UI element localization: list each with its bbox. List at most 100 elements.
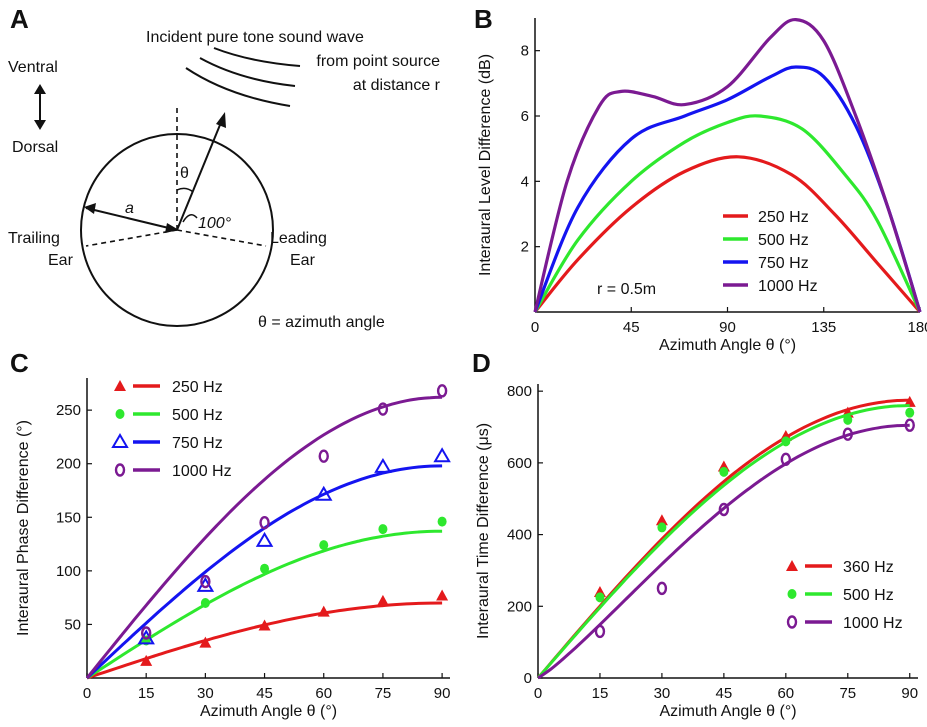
legend-marker — [111, 433, 129, 448]
data-point — [656, 581, 668, 596]
legend-marker — [115, 409, 125, 419]
radius-arrow-left-icon — [84, 203, 96, 214]
legend-marker — [114, 380, 126, 391]
y-tick-label: 100 — [56, 563, 81, 580]
fit-curve — [536, 398, 910, 679]
trailing-axis-dashed — [85, 229, 178, 247]
legend-label: 360 Hz — [843, 559, 894, 576]
x-tick-label: 75 — [375, 685, 392, 702]
radius-label: a — [125, 200, 134, 217]
chart-ild: 0 45 90 135 180 2 4 6 8 Azimuth Angle θ (°) Intera… — [477, 18, 927, 354]
x-tick-label: 45 — [623, 319, 640, 336]
leading-ear-label-2: Ear — [290, 252, 316, 269]
radius-line — [85, 207, 178, 231]
legend-marker — [787, 589, 797, 599]
data-point — [376, 594, 389, 606]
trailing-ear-label-2: Ear — [48, 252, 74, 269]
y-tick-label: 0 — [524, 670, 532, 687]
fit-curve — [536, 404, 910, 679]
y-tick-label: 6 — [521, 108, 529, 125]
legend-marker — [786, 615, 798, 629]
data-point — [655, 514, 668, 526]
data-point — [378, 524, 388, 535]
data-point — [780, 452, 792, 466]
x-tick-label: 45 — [256, 685, 273, 702]
chart-itd: 0 15 30 45 60 75 90 0 200 400 600 800 Azimuth Angle … — [475, 383, 918, 720]
data-point — [905, 407, 915, 418]
data-point — [843, 414, 853, 425]
wavefront-arc-3 — [185, 67, 291, 107]
y-tick-label: 2 — [521, 239, 529, 256]
panel-letter-a: A — [10, 4, 29, 34]
annotation-label: r = 0.5m — [597, 281, 656, 298]
legend-label: 500 Hz — [172, 407, 223, 424]
legend-label: 1000 Hz — [172, 463, 232, 480]
data-point — [433, 447, 451, 463]
data-point — [258, 619, 271, 631]
series-line — [533, 18, 922, 313]
data-point — [718, 502, 730, 517]
y-axis-title: Interaural Level Difference (dB) — [477, 54, 494, 276]
legend-marker — [114, 463, 126, 477]
x-tick-label: 15 — [592, 685, 609, 702]
legend-label: 750 Hz — [172, 435, 223, 452]
data-point — [140, 626, 152, 640]
legend-label: 1000 Hz — [843, 615, 903, 632]
y-tick-label: 200 — [507, 598, 532, 615]
data-point — [319, 540, 329, 551]
data-point — [781, 436, 791, 447]
data-point — [377, 402, 389, 416]
x-tick-label: 30 — [654, 685, 671, 702]
series-line — [533, 155, 922, 314]
fit-curve — [85, 395, 443, 679]
wave-label-line-2: from point source — [316, 53, 440, 70]
x-tick-label: 60 — [315, 685, 332, 702]
y-axis-title: Interaural Time Difference (μs) — [475, 423, 492, 639]
x-axis-title: Azimuth Angle θ (°) — [200, 703, 337, 720]
data-point — [437, 516, 447, 527]
legend-label: 500 Hz — [758, 232, 809, 249]
angle-label: 100° — [198, 215, 232, 232]
data-point — [200, 574, 211, 589]
y-tick-label: 50 — [64, 616, 81, 633]
data-point — [255, 531, 274, 547]
data-point — [140, 654, 153, 666]
data-point — [436, 384, 448, 398]
wave-label-line-3: at distance r — [353, 77, 441, 94]
x-tick-label: 90 — [719, 319, 736, 336]
data-point — [317, 605, 330, 617]
data-point — [260, 563, 270, 574]
angle-arc — [182, 214, 198, 223]
x-tick-label: 30 — [197, 685, 214, 702]
y-tick-label: 200 — [56, 456, 81, 473]
trailing-ear-label-1: Trailing — [8, 230, 60, 247]
data-point — [436, 589, 449, 601]
y-tick-label: 400 — [507, 527, 532, 544]
data-point — [374, 457, 392, 473]
chart-ipd: 0 15 30 45 60 75 90 50 100 150 200 250 Azimuth Angle… — [15, 378, 451, 720]
y-tick-label: 800 — [507, 383, 532, 400]
wavefront-arc-1 — [213, 47, 301, 67]
legend-label: 1000 Hz — [758, 278, 818, 295]
azimuth-caption: θ = azimuth angle — [258, 314, 385, 331]
legend-label: 500 Hz — [843, 587, 894, 604]
y-tick-label: 600 — [507, 455, 532, 472]
x-tick-label: 0 — [534, 685, 542, 702]
data-point — [318, 449, 329, 463]
data-point — [200, 598, 210, 608]
data-point — [719, 466, 729, 477]
x-tick-label: 0 — [531, 319, 539, 336]
data-point — [594, 624, 606, 639]
data-point — [657, 522, 667, 533]
ventral-label: Ventral — [8, 59, 58, 76]
legend-label: 250 Hz — [758, 209, 809, 226]
data-point — [842, 427, 853, 441]
data-point — [314, 485, 333, 501]
panel-letter-c: C — [10, 348, 29, 378]
leading-axis-dashed — [176, 229, 267, 247]
x-tick-label: 180 — [907, 319, 927, 336]
legend-marker — [786, 560, 798, 571]
fit-curve — [537, 423, 910, 680]
panel-letter-b: B — [474, 4, 493, 34]
